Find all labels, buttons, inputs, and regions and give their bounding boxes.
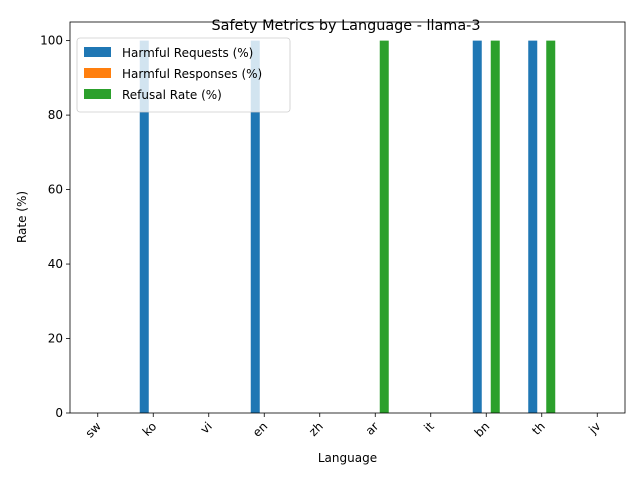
- x-tick-label-ko: ko: [140, 419, 160, 439]
- y-tick-label: 100: [40, 34, 63, 48]
- x-tick-label-bn: bn: [472, 419, 493, 440]
- legend-swatch: [84, 47, 111, 57]
- y-tick-label: 60: [48, 183, 63, 197]
- legend: Harmful Requests (%) Harmful Responses (%…: [76, 37, 291, 113]
- legend-swatch: [84, 89, 111, 99]
- legend-label: Refusal Rate (%): [122, 88, 222, 102]
- x-tick-label-zh: zh: [306, 419, 326, 439]
- bar-refusal-rate-ar: [379, 40, 389, 413]
- x-tick-label-sw: sw: [83, 419, 104, 440]
- y-tick-label: 80: [48, 108, 63, 122]
- bars-layer: [139, 40, 556, 413]
- bar-refusal-rate-bn: [490, 40, 500, 413]
- x-axis-label: Language: [318, 451, 377, 465]
- bar-harmful-requests-ko: [139, 40, 149, 413]
- x-tick-label-jv: jv: [585, 419, 603, 437]
- y-axis-label: Rate (%): [15, 191, 29, 243]
- x-tick-label-en: en: [250, 419, 271, 440]
- x-tick-label-ar: ar: [363, 419, 382, 438]
- chart-title: Safety Metrics by Language - llama-3: [211, 18, 480, 34]
- y-axis: 0 20 40 60 80 100: [40, 34, 70, 420]
- x-tick-label-vi: vi: [198, 419, 215, 436]
- legend-box: [76, 37, 291, 113]
- y-tick-label: 20: [48, 332, 63, 346]
- bar-harmful-requests-bn: [472, 40, 482, 413]
- bar-harmful-requests-th: [528, 40, 538, 413]
- bar-harmful-requests-en: [250, 40, 260, 413]
- plot-frame: [69, 21, 626, 414]
- legend-label: Harmful Responses (%): [122, 67, 262, 81]
- y-tick-label: 40: [48, 257, 63, 271]
- y-tick-label: 0: [55, 406, 63, 420]
- x-axis: sw ko vi en zh ar it bn th jv: [83, 413, 603, 440]
- x-tick-label-th: th: [529, 419, 548, 438]
- legend-label: Harmful Requests (%): [122, 46, 253, 60]
- bar-refusal-rate-th: [546, 40, 556, 413]
- legend-swatch: [84, 68, 111, 78]
- x-tick-label-it: it: [421, 419, 437, 435]
